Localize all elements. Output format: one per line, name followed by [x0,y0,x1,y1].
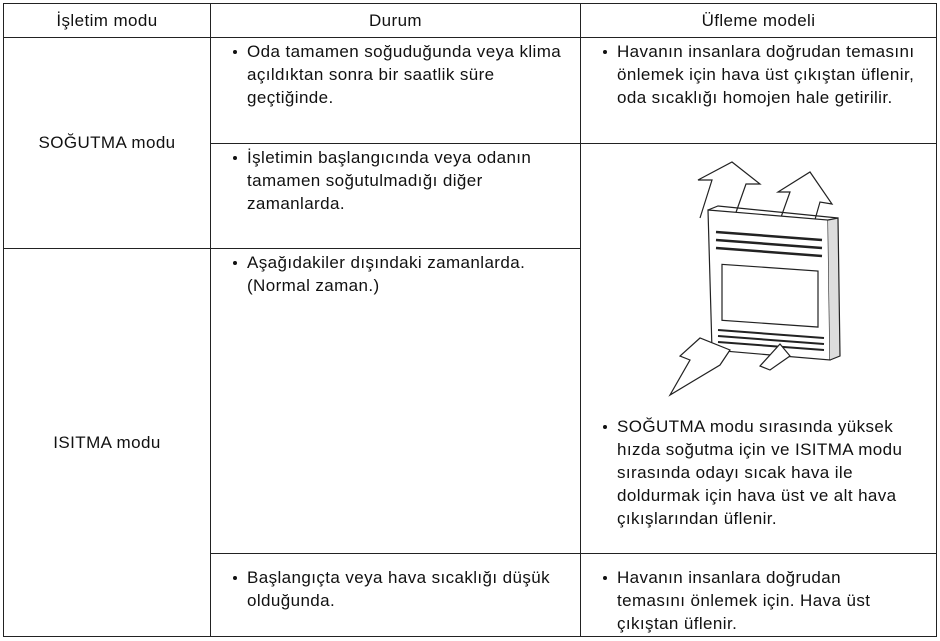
mode-cell: SOĞUTMA modu [3,37,211,249]
bullet-item: Aşağıdakiler dışındaki zamanlarda. (Norm… [233,251,573,297]
header-text: İşletim modu [56,10,158,30]
bullet-item: Havanın insanlara doğrudan temasını önle… [603,40,933,109]
upper-arrow-left [697,161,762,219]
condition-text: İşletimin başlangıcında veya odanın tama… [247,148,532,213]
unit-top [707,205,839,219]
mode-text: ISITMA modu [53,432,161,452]
bullet-item: İşletimin başlangıcında veya odanın tama… [233,146,547,215]
unit-side [827,217,841,361]
condition-text: Aşağıdakiler dışındaki zamanlarda. (Norm… [247,253,526,295]
condition-text: Oda tamamen soğuduğunda veya klima açıld… [247,42,562,107]
unit-illustration [668,161,841,397]
front-panel [721,263,819,328]
bullet-item: Havanın insanlara doğrudan temasını önle… [603,566,887,635]
mode-cell: ISITMA modu [3,248,211,637]
pattern-text: SOĞUTMA modu sırasında yüksek hızda soğu… [617,417,903,528]
upper-arrow-right [775,171,834,231]
grille [715,230,823,258]
pattern-text: Havanın insanlara doğrudan temasını önle… [617,42,915,107]
bullet-item: Oda tamamen soğuduğunda veya klima açıld… [233,40,573,109]
header-text: Durum [368,10,422,30]
header-cell: Durum [210,3,581,38]
header-text: Üfleme modeli [701,10,816,30]
header-cell: İşletim modu [3,3,211,38]
condition-text: Başlangıçta veya hava sıcaklığı düşük ol… [247,568,551,610]
lower-arrow-left [668,337,731,397]
bullet-item: SOĞUTMA modu sırasında yüksek hızda soğu… [603,415,933,530]
mode-text: SOĞUTMA modu [38,133,176,152]
header-cell: Üfleme modeli [580,3,937,38]
pattern-text: Havanın insanlara doğrudan temasını önle… [617,568,871,633]
lower-grille [717,329,825,351]
lower-arrow-right [758,343,791,371]
pattern-cell [580,553,937,637]
bullet-item: Başlangıçta veya hava sıcaklığı düşük ol… [233,566,573,612]
